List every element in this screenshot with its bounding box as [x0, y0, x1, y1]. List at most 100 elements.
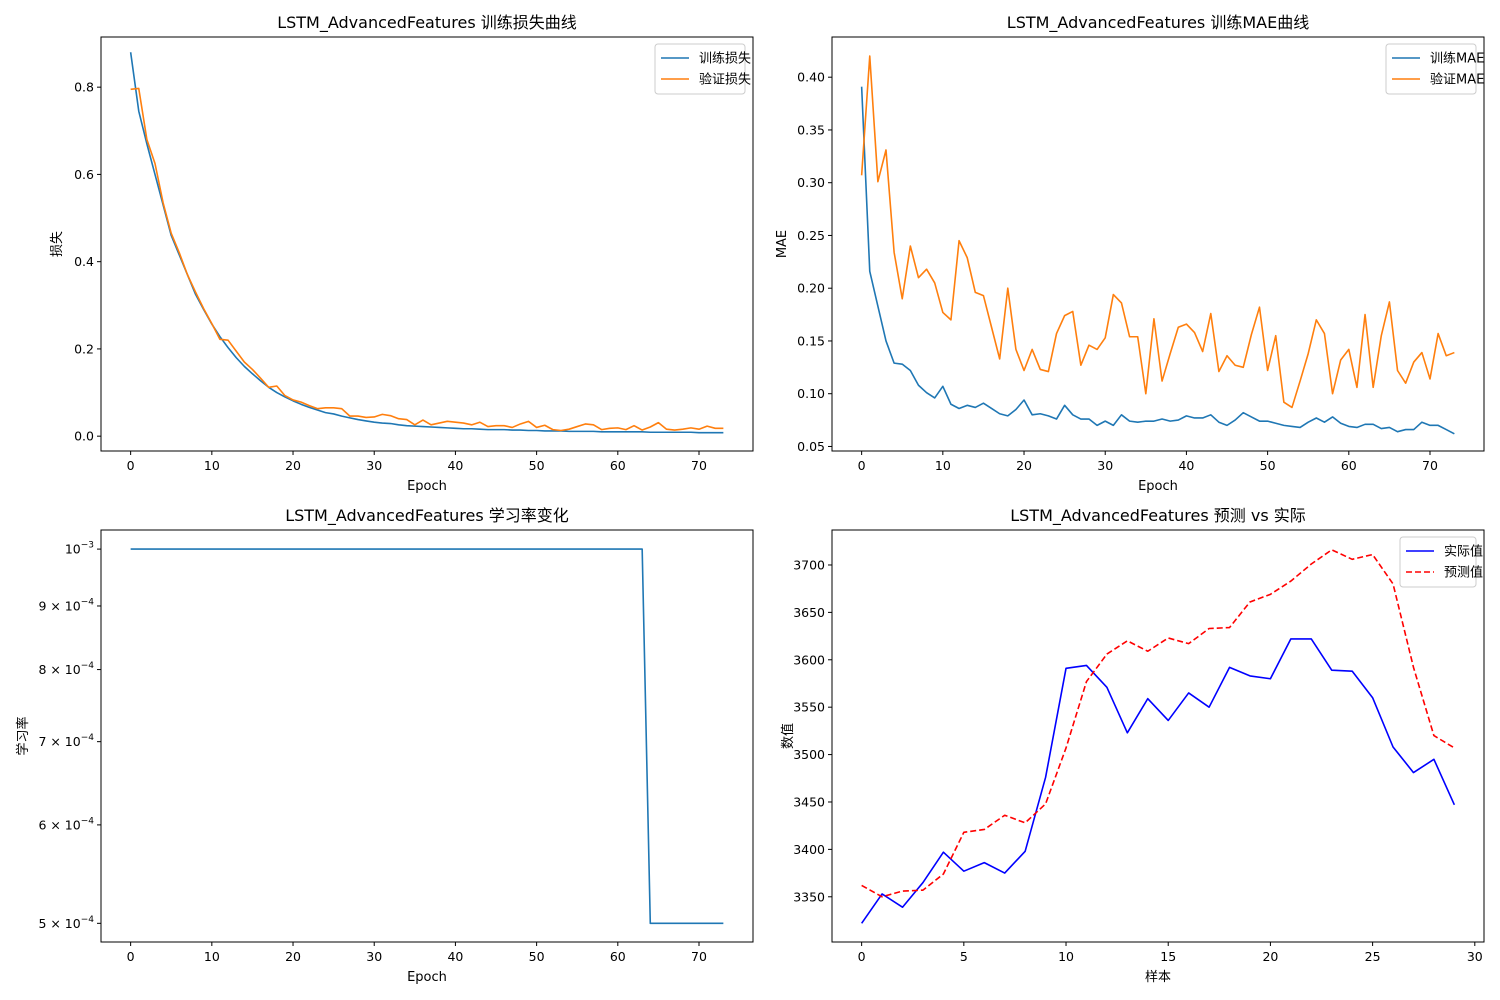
x-tick-label: 0: [127, 949, 135, 964]
tick-exponent: −4: [81, 816, 95, 826]
legend-label: 实际值: [1444, 544, 1483, 560]
x-tick-label: 60: [610, 458, 626, 473]
x-tick-label: 70: [691, 458, 707, 473]
y-tick-label: 3700: [793, 557, 825, 572]
tick-exponent: −4: [81, 661, 95, 671]
x-tick-label: 70: [1422, 458, 1438, 473]
x-axis-label: 样本: [1145, 970, 1171, 985]
chart-title: LSTM_AdvancedFeatures 训练MAE曲线: [1007, 13, 1309, 33]
y-tick-label: 0.20: [797, 281, 825, 296]
x-tick-label: 60: [1341, 458, 1357, 473]
y-tick-label: 7 × 10−4: [38, 733, 94, 749]
x-axis-label: Epoch: [407, 970, 447, 985]
x-tick-label: 20: [1016, 458, 1032, 473]
y-tick-label: 0.15: [797, 333, 825, 348]
x-tick-label: 40: [447, 949, 463, 964]
chart-title: LSTM_AdvancedFeatures 训练损失曲线: [277, 13, 577, 33]
legend-label: 验证损失: [699, 72, 751, 88]
y-tick-label: 10−3: [65, 541, 94, 557]
x-tick-label: 5: [960, 949, 968, 964]
y-tick-label: 0.25: [797, 228, 825, 243]
series-line-2: [861, 549, 1455, 898]
tick-exponent: −3: [81, 541, 94, 551]
x-tick-label: 30: [366, 458, 382, 473]
x-tick-label: 0: [858, 458, 866, 473]
x-tick-label: 20: [1262, 949, 1278, 964]
x-tick-label: 25: [1365, 949, 1381, 964]
x-tick-label: 15: [1160, 949, 1176, 964]
legend-label: 预测值: [1444, 565, 1483, 581]
y-tick-label: 9 × 10−4: [38, 597, 94, 613]
y-tick-label: 0.05: [797, 439, 825, 454]
x-tick-label: 20: [285, 949, 301, 964]
x-tick-label: 50: [529, 949, 545, 964]
y-tick-label: 0.2: [74, 341, 94, 356]
y-tick-label: 3350: [793, 889, 825, 904]
tick-base: 5 × 10: [38, 916, 80, 931]
legend-label: 训练损失: [699, 52, 751, 67]
y-tick-label: 3500: [793, 747, 825, 762]
y-axis-label: MAE: [775, 230, 790, 258]
x-tick-label: 60: [610, 949, 626, 964]
legend: 训练MAE 验证MAE: [1385, 43, 1484, 95]
x-tick-label: 50: [529, 458, 545, 473]
chart-panel-2: 0 10 20 30 40 50 60 70 0.05 0.10 0.15 0.20 0.25 0.30 0…: [775, 13, 1485, 494]
y-tick-label: 6 × 10−4: [38, 816, 94, 832]
y-tick-label: 0.40: [797, 70, 825, 85]
y-tick-label: 0.8: [74, 80, 94, 95]
series-line-1: [860, 86, 1455, 435]
y-tick-label: 0.35: [797, 122, 825, 137]
x-tick-label: 30: [1467, 949, 1483, 964]
x-tick-label: 10: [935, 458, 951, 473]
chart-panel-1: 0 10 20 30 40 50 60 70 0.0 0.2 0.4 0.6 0.8 LSTM_Advan…: [50, 13, 754, 494]
series-line-1: [129, 52, 724, 434]
y-tick-label: 0.0: [74, 429, 94, 444]
x-tick-label: 10: [1058, 949, 1074, 964]
chart-panel-4: 0 5 10 15 20 25 30 3350 3400 3450 3500 3550 3600 3650…: [780, 506, 1485, 985]
series-line-1: [860, 638, 1456, 924]
y-tick-label: 3400: [793, 842, 825, 857]
y-tick-label: 3600: [793, 652, 825, 667]
x-tick-label: 40: [447, 458, 463, 473]
legend-label: 训练MAE: [1430, 52, 1484, 67]
y-tick-label: 0.6: [74, 167, 94, 182]
y-axis-label: 数值: [780, 723, 796, 749]
series-line-2: [860, 55, 1455, 409]
chart-title: LSTM_AdvancedFeatures 预测 vs 实际: [1010, 506, 1306, 526]
x-tick-label: 0: [858, 949, 866, 964]
y-tick-label: 3650: [793, 605, 825, 620]
y-tick-label: 3550: [793, 700, 825, 715]
y-tick-label: 3450: [793, 794, 825, 809]
x-axis-label: Epoch: [1138, 479, 1178, 494]
tick-base: 9 × 10: [38, 598, 80, 613]
legend-label: 验证MAE: [1430, 72, 1484, 88]
series-line-2: [130, 87, 724, 432]
y-tick-label: 0.30: [797, 175, 825, 190]
x-tick-label: 30: [366, 949, 382, 964]
y-tick-label: 8 × 10−4: [38, 661, 94, 677]
axes-frame: [100, 36, 754, 452]
x-tick-label: 70: [691, 949, 707, 964]
x-tick-label: 10: [204, 949, 220, 964]
y-axis-label: 损失: [50, 231, 65, 257]
legend-box: [1385, 43, 1477, 95]
series-line-1: [130, 548, 724, 925]
tick-base: 6 × 10: [38, 817, 80, 832]
legend-box: [654, 43, 746, 95]
x-tick-label: 10: [204, 458, 220, 473]
tick-exponent: −4: [81, 915, 95, 925]
y-tick-label: 0.4: [74, 254, 94, 269]
x-tick-label: 40: [1178, 458, 1194, 473]
chart-title: LSTM_AdvancedFeatures 学习率变化: [285, 506, 569, 526]
x-axis-label: Epoch: [407, 479, 447, 494]
tick-base: 7 × 10: [38, 734, 80, 749]
tick-exponent: −4: [81, 733, 95, 743]
y-tick-label: 0.10: [797, 386, 825, 401]
axes-frame: [831, 36, 1485, 452]
y-tick-label: 5 × 10−4: [38, 915, 94, 931]
tick-exponent: −4: [81, 597, 95, 607]
